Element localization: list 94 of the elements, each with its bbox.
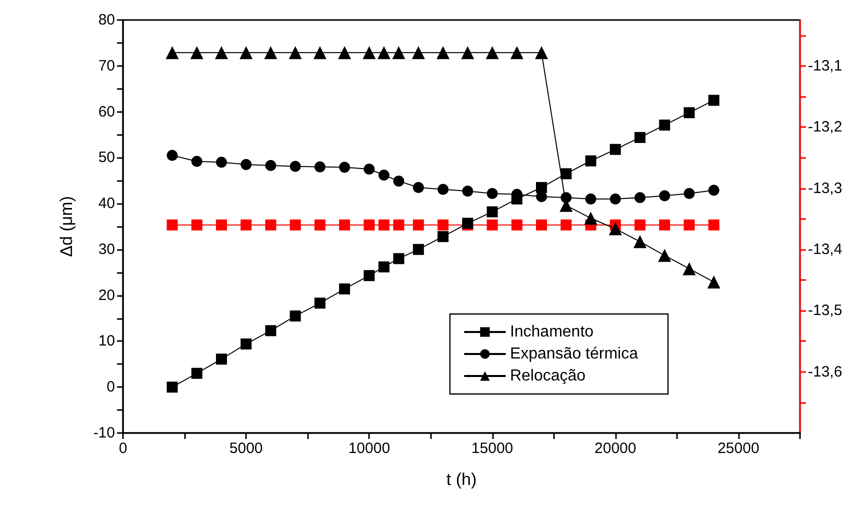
- point: [438, 231, 449, 242]
- y-tick-label: -10: [93, 424, 115, 442]
- point: [190, 46, 204, 60]
- y-tick-label: 50: [98, 149, 115, 166]
- point: [191, 368, 202, 379]
- point: [584, 212, 598, 225]
- point: [290, 310, 301, 322]
- y-axis-title: Δd (μm): [57, 196, 76, 257]
- point: [461, 46, 474, 60]
- point: [634, 192, 646, 204]
- point: [378, 261, 390, 272]
- point: [362, 46, 376, 60]
- point: [265, 160, 276, 171]
- point: [634, 132, 646, 143]
- point: [378, 170, 390, 181]
- point: [377, 46, 390, 60]
- point: [412, 182, 424, 193]
- point: [585, 193, 596, 204]
- point: [560, 192, 572, 204]
- point: [216, 354, 227, 365]
- point: [659, 120, 670, 131]
- y2-tick-label: -13,5: [808, 302, 842, 320]
- point: [339, 283, 350, 294]
- point: [339, 162, 350, 173]
- point: [610, 193, 621, 204]
- y-tick-label: 0: [106, 378, 115, 396]
- x-tick-label: 25000: [718, 440, 760, 457]
- point: [707, 276, 720, 289]
- point: [314, 298, 326, 309]
- point: [436, 46, 450, 60]
- point: [364, 164, 375, 175]
- x-tick-label: 10000: [348, 440, 390, 457]
- point: [659, 190, 670, 202]
- point: [535, 46, 548, 60]
- x-tick-label: 5000: [229, 440, 263, 457]
- y2-tick-label: -13,4: [808, 240, 842, 258]
- point: [265, 325, 276, 336]
- point: [486, 206, 498, 218]
- y2-tick-label: -13,2: [808, 118, 842, 136]
- y-tick-label: 80: [98, 12, 115, 28]
- x-axis-title: t (h): [446, 470, 477, 489]
- point: [392, 46, 406, 60]
- point: [486, 188, 498, 199]
- point: [393, 176, 404, 187]
- point: [585, 155, 596, 166]
- point: [240, 46, 253, 60]
- y-tick-label: 30: [98, 240, 115, 258]
- x-tick-label: 15000: [471, 440, 514, 457]
- point: [393, 253, 404, 264]
- y-tick-label: 20: [98, 286, 115, 304]
- point: [166, 150, 178, 161]
- point: [288, 46, 302, 60]
- point: [708, 94, 720, 106]
- point: [610, 144, 621, 155]
- point: [290, 160, 301, 172]
- point: [314, 161, 326, 172]
- y2-tick-label: -13,1: [808, 57, 842, 74]
- y2-tick-label: -13,6: [808, 363, 842, 380]
- point: [216, 156, 227, 168]
- point: [166, 46, 179, 60]
- point: [240, 338, 252, 350]
- point: [412, 46, 425, 60]
- point: [313, 46, 326, 60]
- y-tick-label: 60: [98, 103, 115, 120]
- y-tick-label: 70: [98, 57, 115, 74]
- point: [684, 188, 695, 199]
- point: [633, 235, 646, 248]
- point: [462, 186, 474, 197]
- point: [510, 46, 524, 60]
- point: [191, 156, 202, 167]
- y2-tick-label: -13,3: [808, 180, 842, 197]
- point: [658, 248, 672, 262]
- point: [682, 262, 696, 276]
- legend-label: Expansão térmica: [510, 346, 638, 362]
- x-tick-label: 20000: [594, 440, 636, 457]
- legend-label: Relocação: [510, 368, 586, 384]
- point: [364, 270, 375, 282]
- y-tick-label: 40: [98, 195, 115, 212]
- point: [486, 46, 499, 60]
- y-tick-label: 10: [98, 332, 115, 350]
- point: [708, 184, 720, 196]
- point: [684, 107, 695, 118]
- point: [560, 168, 572, 180]
- point: [214, 46, 228, 60]
- point: [536, 182, 548, 193]
- point: [166, 382, 178, 393]
- x-tick-label: 0: [118, 440, 128, 457]
- point: [438, 184, 449, 195]
- point: [264, 46, 278, 60]
- point: [608, 222, 622, 236]
- point: [338, 46, 352, 60]
- point: [412, 244, 424, 255]
- point: [240, 159, 252, 170]
- legend-label: Inchamento: [510, 324, 594, 340]
